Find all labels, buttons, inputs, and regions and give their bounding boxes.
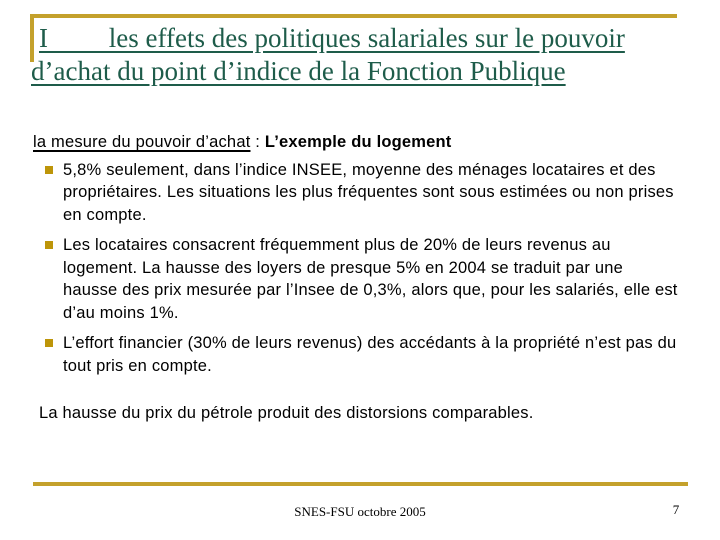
bullet-item: 5,8% seulement, dans l’indice INSEE, moy… (33, 159, 678, 227)
bullet-item: L’effort financier (30% de leurs revenus… (33, 332, 678, 377)
intro-separator: : (250, 133, 265, 151)
bullet-text: Les locataires consacrent fréquemment pl… (63, 236, 678, 322)
top-accent-rule (30, 14, 677, 18)
intro-line: la mesure du pouvoir d’achat : L’exemple… (33, 131, 678, 154)
bullet-text: L’effort financier (30% de leurs revenus… (63, 334, 677, 375)
page-number: 7 (672, 502, 680, 517)
slide-body: la mesure du pouvoir d’achat : L’exemple… (33, 131, 678, 385)
bottom-accent-rule (33, 482, 688, 486)
footer-text: SNES-FSU octobre 2005 (294, 504, 426, 519)
bullet-text: 5,8% seulement, dans l’indice INSEE, moy… (63, 160, 674, 224)
slide-title: I les effets des politiques salariales s… (31, 22, 686, 88)
bullet-item: Les locataires consacrent fréquemment pl… (33, 234, 678, 324)
bullet-square-icon (45, 241, 53, 249)
slide-title-line2: d’achat du point d’indice de la Fonction… (31, 56, 566, 86)
bullet-square-icon (45, 165, 53, 174)
left-accent-rule (30, 14, 34, 62)
slide-title-line1: I les effets des politiques salariales s… (39, 23, 625, 53)
intro-underlined-text: la mesure du pouvoir d’achat (33, 133, 251, 151)
bullet-square-icon (45, 339, 53, 347)
closing-paragraph: La hausse du prix du pétrole produit des… (39, 404, 534, 422)
intro-bold-text: L’exemple du logement (264, 133, 452, 151)
